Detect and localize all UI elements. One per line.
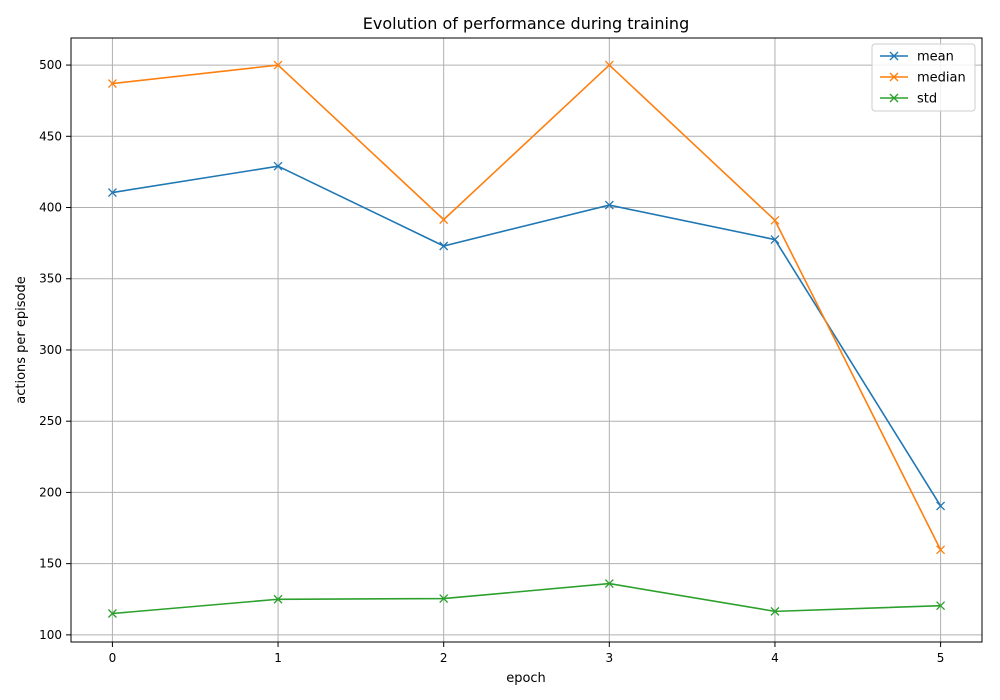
std-point	[273, 594, 283, 604]
x-tick-label: 5	[937, 651, 945, 665]
y-tick-label: 200	[39, 485, 62, 499]
std-point	[439, 594, 449, 604]
series-group	[107, 60, 946, 618]
mean-point	[770, 235, 780, 245]
std-point	[936, 601, 946, 611]
legend-label: median	[917, 71, 966, 86]
median-point	[273, 60, 283, 70]
x-tick-label: 1	[274, 651, 282, 665]
x-tick-label: 3	[605, 651, 613, 665]
y-tick-label: 400	[39, 201, 62, 215]
x-axis-label: epoch	[506, 671, 546, 686]
median-point	[936, 545, 946, 555]
mean-point	[107, 188, 117, 198]
median-point	[107, 79, 117, 89]
legend-marker	[889, 93, 899, 103]
y-tick-label: 150	[39, 557, 62, 571]
legend-marker	[889, 51, 899, 61]
legend-label: std	[917, 92, 937, 107]
std-point	[770, 606, 780, 616]
legend-item-median: median	[880, 71, 966, 86]
median-line	[112, 63, 942, 551]
y-tick-label: 350	[39, 272, 62, 286]
y-tick-label: 450	[39, 129, 62, 143]
y-tick-label: 250	[39, 414, 62, 428]
std-line	[112, 582, 941, 615]
legend-marker	[889, 72, 899, 82]
legend: mean median std	[871, 43, 976, 112]
std-point	[107, 609, 117, 618]
std-point	[604, 579, 614, 589]
plot-area	[70, 37, 983, 643]
mean-point	[273, 161, 283, 171]
grid	[71, 38, 982, 642]
median-point	[604, 60, 614, 70]
legend-label: mean	[917, 50, 954, 65]
mean-point	[439, 241, 449, 251]
median-point	[439, 215, 449, 225]
y-axis-label: actions per episode	[14, 276, 29, 404]
series-mean	[107, 161, 946, 511]
mean-line	[112, 165, 942, 507]
median-point	[770, 215, 780, 225]
chart-title: Evolution of performance during training	[363, 14, 689, 33]
y-tick-label: 100	[39, 628, 62, 642]
y-tick-label: 500	[39, 58, 62, 72]
series-median	[107, 60, 946, 555]
y-axis-ticks: 100 150 200 250 300 350 400 450 500	[39, 58, 71, 642]
x-tick-label: 4	[771, 651, 779, 665]
series-std	[107, 579, 946, 618]
y-tick-label: 300	[39, 343, 62, 357]
legend-item-std: std	[880, 92, 937, 107]
x-axis-ticks: 0 1 2 3 4 5	[109, 642, 945, 665]
mean-point	[604, 200, 614, 210]
mean-point	[936, 501, 946, 511]
legend-item-mean: mean	[880, 50, 954, 65]
x-tick-label: 2	[440, 651, 448, 665]
x-tick-label: 0	[109, 651, 117, 665]
